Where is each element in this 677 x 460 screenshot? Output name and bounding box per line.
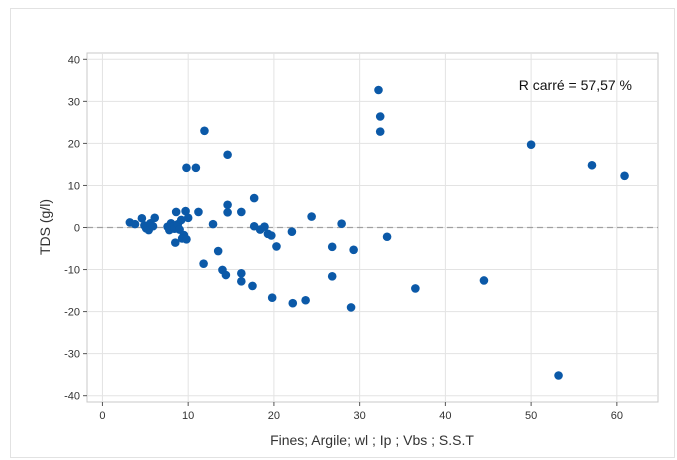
data-point bbox=[150, 213, 160, 223]
data-point bbox=[171, 238, 180, 247]
chart-frame bbox=[10, 8, 675, 458]
data-point bbox=[183, 213, 193, 223]
x-tick-label: 30 bbox=[354, 410, 366, 422]
x-tick-label: 60 bbox=[611, 410, 623, 422]
data-point bbox=[288, 298, 298, 308]
data-point bbox=[200, 126, 209, 136]
x-tick-label: 10 bbox=[182, 410, 194, 422]
data-point bbox=[130, 219, 140, 229]
x-tick-label: 40 bbox=[439, 410, 451, 422]
data-point bbox=[337, 219, 346, 229]
y-tick-label: -40 bbox=[64, 391, 80, 403]
data-point bbox=[267, 293, 277, 303]
data-point bbox=[260, 222, 269, 231]
data-point bbox=[375, 112, 385, 121]
data-point bbox=[208, 219, 218, 229]
data-point bbox=[148, 221, 158, 231]
data-point bbox=[267, 231, 276, 240]
y-tick-label: -20 bbox=[64, 307, 80, 319]
data-point bbox=[620, 171, 629, 181]
y-tick-label: -30 bbox=[64, 349, 80, 361]
data-point bbox=[191, 163, 201, 173]
data-point bbox=[375, 127, 385, 136]
x-tick-label: 50 bbox=[525, 410, 537, 422]
data-point bbox=[177, 215, 186, 225]
data-point bbox=[194, 207, 203, 217]
data-point bbox=[213, 246, 223, 256]
data-point bbox=[182, 163, 191, 173]
y-axis: -40 -30 -20 -10 0 10 20 30 40 bbox=[64, 54, 87, 403]
data-point bbox=[249, 193, 259, 203]
data-point bbox=[272, 242, 281, 251]
y-tick-label: 30 bbox=[68, 96, 80, 108]
data-point bbox=[554, 371, 563, 380]
data-point bbox=[237, 269, 246, 278]
data-point bbox=[223, 200, 232, 210]
data-point bbox=[411, 284, 420, 293]
y-tick-label: 20 bbox=[68, 138, 80, 150]
x-axis-title: Fines; Argile; wl ; Ip ; Vbs ; S.S.T bbox=[270, 432, 474, 448]
x-tick-label: 20 bbox=[268, 410, 280, 422]
data-point bbox=[182, 234, 191, 244]
y-tick-label: 10 bbox=[68, 180, 80, 192]
data-point bbox=[181, 206, 190, 216]
data-point bbox=[307, 212, 316, 221]
data-point bbox=[587, 160, 597, 170]
data-point bbox=[479, 276, 489, 285]
data-point bbox=[221, 270, 231, 280]
data-point bbox=[349, 245, 358, 255]
data-point bbox=[382, 232, 392, 242]
data-point bbox=[346, 303, 356, 312]
data-point bbox=[526, 140, 536, 149]
data-point bbox=[374, 85, 383, 95]
data-point bbox=[223, 150, 232, 160]
y-tick-label: -10 bbox=[64, 265, 80, 277]
data-points bbox=[125, 85, 629, 380]
x-axis: 0 10 20 30 40 50 60 bbox=[99, 402, 623, 422]
data-point bbox=[199, 259, 208, 268]
data-point bbox=[223, 208, 232, 217]
y-axis-title: TDS (g/l) bbox=[37, 199, 53, 255]
data-point bbox=[248, 281, 257, 291]
r-squared-annotation: R carré = 57,57 % bbox=[519, 77, 632, 93]
data-point bbox=[237, 277, 246, 286]
y-tick-label: 40 bbox=[68, 54, 80, 66]
y-tick-label: 0 bbox=[74, 223, 80, 235]
data-point bbox=[301, 295, 310, 305]
data-point bbox=[327, 271, 337, 281]
data-point bbox=[287, 227, 297, 237]
data-point bbox=[327, 242, 337, 252]
x-tick-label: 0 bbox=[99, 410, 105, 422]
data-point bbox=[237, 207, 246, 217]
data-point bbox=[171, 207, 181, 217]
data-point bbox=[137, 213, 147, 223]
